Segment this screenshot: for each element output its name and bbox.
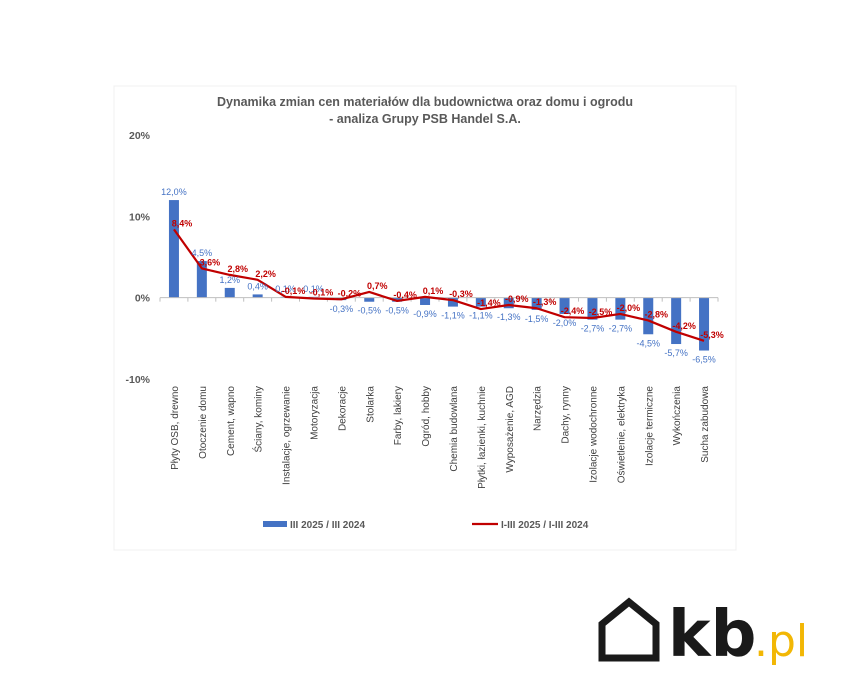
line-value-label: -1,3%	[533, 297, 557, 307]
bar-value-label: -2,0%	[553, 318, 577, 328]
bar	[615, 297, 626, 320]
bar-value-label: -1,1%	[441, 311, 465, 321]
bar	[587, 297, 598, 320]
bar-value-label: -5,7%	[664, 348, 688, 358]
legend-swatch-bars	[263, 521, 287, 527]
line-value-label: 0,7%	[367, 281, 388, 291]
house-outline-icon	[598, 597, 660, 662]
bar-value-label: -1,1%	[469, 311, 493, 321]
x-category-label: Narzędzia	[533, 386, 544, 431]
y-tick-label: 20%	[129, 130, 151, 142]
bar	[252, 294, 263, 298]
y-tick-label: 0%	[135, 293, 151, 305]
bar	[671, 297, 682, 345]
y-tick-label: -10%	[125, 374, 150, 386]
x-category-label: Wyposażenie, AGD	[505, 386, 516, 473]
line-value-label: -0,9%	[505, 294, 529, 304]
bar	[447, 297, 458, 307]
bar	[503, 297, 514, 309]
line-value-label: -4,2%	[672, 321, 696, 331]
x-category-label: Dekoracje	[337, 386, 348, 431]
x-category-label: Motoryzacja	[309, 386, 320, 440]
bar-value-label: -1,3%	[497, 312, 521, 322]
x-category-label: Oświetlenie, elektryka	[616, 386, 627, 484]
line-value-label: -0,4%	[393, 290, 417, 300]
bar-value-label: -2,7%	[581, 324, 605, 334]
chart-area-frame	[113, 85, 737, 551]
x-category-label: Farby, lakiery	[393, 386, 404, 445]
bar-value-label: -2,7%	[609, 324, 633, 334]
brand-logo: kb .pl	[598, 597, 808, 666]
x-category-label: Dachy, rynny	[561, 386, 572, 444]
bar	[196, 261, 207, 298]
bar	[699, 297, 710, 351]
x-category-label: Płytki, łazienki, kuchnie	[477, 386, 488, 489]
bar	[420, 297, 431, 305]
bar	[364, 297, 375, 302]
y-axis: -10% 0% 10% 20%	[125, 130, 150, 386]
brand-name: kb	[668, 598, 756, 666]
bar	[531, 297, 542, 310]
y-tick-label: 10%	[129, 211, 151, 223]
line-value-label: 8,4%	[172, 218, 193, 228]
x-category-label: Izolacje wodochronne	[588, 386, 599, 483]
bar-value-label: 1,2%	[219, 275, 240, 285]
line-value-label: -1,4%	[477, 298, 501, 308]
bar-value-label: -6,5%	[692, 355, 716, 365]
line-value-label: -0,3%	[449, 289, 473, 299]
bar	[559, 297, 570, 314]
bar	[168, 200, 179, 298]
line-data-labels: 8,4% 3,6% 2,8% 2,2% -0,1% -0,1% -0,2% 0,7% -0,4%…	[172, 218, 724, 339]
line-value-label: -5,3%	[700, 330, 724, 340]
line-value-label: 3,6%	[200, 257, 221, 267]
x-category-label: Izolacje termiczne	[644, 386, 655, 466]
bar	[224, 287, 235, 298]
line-value-label: -0,1%	[282, 286, 306, 296]
bar	[643, 297, 654, 335]
chart-title-line-1: Dynamika zmian cen materiałów dla budown…	[217, 95, 633, 109]
line-value-label: 2,8%	[227, 264, 248, 274]
bar-value-label: -0,9%	[413, 309, 437, 319]
x-axis-category-labels: Płyty OSB, drewno Otoczenie domu Cement, w…	[170, 386, 711, 489]
line-value-label: -0,1%	[310, 287, 334, 297]
legend-label-line: I-III 2025 / I-III 2024	[501, 520, 589, 531]
brand-suffix: .pl	[754, 616, 808, 666]
line-value-label: 0,1%	[423, 286, 444, 296]
x-category-label: Ściany, kominy	[252, 386, 265, 453]
line-series	[173, 228, 705, 342]
bar-value-label: -0,3%	[330, 304, 354, 314]
bar-value-label: -0,5%	[357, 306, 381, 316]
x-category-label: Sucha zabudowa	[700, 386, 711, 463]
line-value-label: -2,8%	[644, 309, 668, 319]
line-value-label: -2,5%	[589, 307, 613, 317]
bar-value-label: -1,5%	[525, 314, 549, 324]
line-value-label: -2,4%	[561, 306, 585, 316]
x-category-label: Otoczenie domu	[198, 386, 209, 459]
bar	[475, 297, 486, 307]
x-category-label: Wykończenia	[672, 386, 683, 446]
x-category-label: Chemia budowlana	[449, 386, 460, 472]
line-value-label: -0,2%	[338, 288, 362, 298]
x-category-label: Stolarka	[365, 386, 376, 423]
line-value-label: 2,2%	[255, 269, 276, 279]
legend: III 2025 / III 2024 I-III 2025 / I-III 2…	[263, 520, 589, 531]
bar-value-label: -0,5%	[385, 306, 409, 316]
bar-value-label: 0,1%	[303, 284, 324, 294]
bar-value-label: 4,5%	[192, 248, 213, 258]
line-path	[173, 228, 705, 342]
bar-value-label: 12,0%	[161, 187, 187, 197]
chart-title-line-2: - analiza Grupy PSB Handel S.A.	[329, 112, 521, 126]
x-category-label: Cement, wapno	[226, 386, 237, 456]
x-category-label: Płyty OSB, drewno	[170, 386, 181, 470]
bar	[392, 297, 403, 302]
x-category-label: Instalacje, ogrzewanie	[282, 386, 293, 485]
bar-value-label: -4,5%	[636, 338, 660, 348]
bar-data-labels: 12,0%4,5%1,2%0,4% 0,1% 0,1%-0,3% -0,5% -0,5%…	[161, 187, 716, 364]
bar-value-label: 0,1%	[275, 284, 296, 294]
line-value-label: -2,0%	[617, 303, 641, 313]
x-category-label: Ogród, hobby	[421, 386, 432, 447]
legend-label-bars: III 2025 / III 2024	[290, 520, 365, 531]
bar-value-label: 0,4%	[247, 281, 268, 291]
